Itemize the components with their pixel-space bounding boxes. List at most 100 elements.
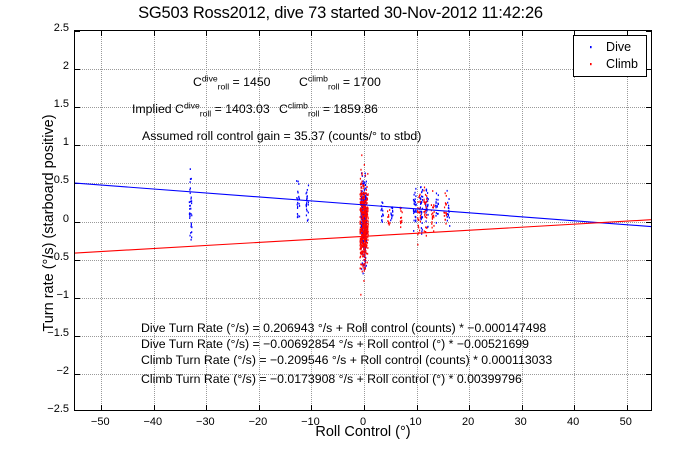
x-axis-tick (469, 405, 471, 410)
x-tick-label: 40 (567, 416, 580, 428)
y-axis-tick (646, 31, 651, 32)
x-tick-label: 0 (359, 416, 367, 428)
plot-axes[interactable]: Cdiveroll = 1450 Cclimbroll = 1700 Impli… (74, 30, 652, 411)
equation-climb-counts: Climb Turn Rate (°/s) = −0.209546 °/s + … (141, 353, 553, 367)
x-axis-tick (574, 31, 576, 36)
x-tick-label: −30 (196, 416, 215, 428)
x-axis-tick (574, 405, 576, 410)
x-axis-tick (258, 405, 260, 410)
y-tick-label: 1 (62, 136, 69, 149)
y-axis-tick (75, 145, 80, 147)
climb-marker-icon (578, 60, 604, 70)
x-axis-tick (153, 405, 155, 410)
implied-climb-value: = 1859.86 (319, 102, 378, 116)
x-tick-label: −40 (143, 416, 163, 428)
grid-line-vertical (626, 31, 628, 410)
y-tick-label: 0 (62, 212, 69, 225)
legend[interactable]: Dive Climb (573, 35, 647, 77)
x-tick-label: −20 (248, 416, 268, 428)
grid-line-horizontal (75, 145, 651, 147)
fit-line-dive (75, 182, 651, 228)
grid-line-horizontal (75, 69, 651, 71)
grid-line-vertical (101, 31, 103, 410)
y-axis-label: Turn rate (°/s) (starboard positive) (41, 114, 57, 332)
x-tick-label: 30 (514, 416, 527, 428)
dive-marker-icon (578, 43, 604, 53)
equation-climb-degrees: Climb Turn Rate (°/s) = −0.0173908 °/s +… (141, 372, 522, 386)
y-axis-tick (75, 221, 80, 223)
c-climb-symbol: C (299, 75, 308, 89)
x-axis-tick (101, 405, 103, 410)
c-climb-superscript: climb (307, 73, 328, 84)
y-tick-label: 2.5 (53, 22, 69, 34)
page-title: SG503 Ross2012, dive 73 started 30-Nov-2… (138, 4, 543, 22)
y-axis-tick (646, 373, 651, 375)
c-climb-value: = 1700 (339, 75, 381, 89)
y-tick-label: −1.5 (47, 326, 69, 339)
x-tick-label: 10 (409, 416, 422, 428)
grid-line-vertical (574, 31, 576, 410)
y-axis-tick (646, 183, 651, 185)
legend-label-dive: Dive (606, 40, 632, 54)
grid-line-horizontal (75, 335, 651, 337)
legend-item-climb[interactable]: Climb (578, 56, 638, 73)
grid-line-horizontal (75, 183, 651, 185)
annotation-implied-climb: Cclimbroll = 1859.86 (279, 101, 378, 119)
x-axis-tick (153, 31, 155, 36)
fit-line-climb (75, 219, 651, 254)
y-axis-tick (75, 335, 80, 337)
x-axis-tick (626, 31, 628, 36)
c-dive-symbol: C (193, 75, 202, 89)
x-tick-label: −50 (90, 416, 110, 428)
annotation-roll-gain: Assumed roll control gain = 35.37 (count… (142, 129, 422, 143)
x-axis-tick (416, 405, 418, 410)
implied-dive-value: = 1403.03 (211, 102, 270, 116)
y-axis-tick (646, 297, 651, 299)
x-axis-tick (206, 405, 208, 410)
grid-line-horizontal (75, 297, 651, 299)
x-axis-tick (311, 405, 313, 410)
y-axis-tick (75, 297, 80, 299)
x-axis-tick (626, 405, 628, 410)
x-tick-label: 20 (461, 416, 475, 428)
grid-line-horizontal (75, 107, 651, 109)
annotation-c-climb: Cclimbroll = 1700 (299, 73, 381, 92)
implied-dive-symbol: Implied C (132, 102, 184, 116)
y-axis-tick (75, 107, 80, 109)
x-axis-tick (521, 405, 523, 410)
y-axis-tick (75, 31, 80, 32)
y-tick-label: −2.5 (47, 403, 69, 415)
y-axis-tick (646, 145, 651, 147)
y-tick-label: 1.5 (53, 98, 69, 111)
y-axis-tick (646, 221, 651, 223)
y-axis-tick (75, 373, 80, 375)
grid-line-horizontal (75, 221, 651, 223)
c-dive-value: = 1450 (229, 75, 271, 89)
y-tick-label: −1 (56, 288, 69, 301)
grid-line-horizontal (75, 373, 651, 375)
x-axis-tick (258, 31, 260, 36)
y-tick-label: −0.5 (47, 250, 69, 263)
implied-climb-subscript: roll (307, 108, 320, 119)
x-axis-tick (311, 31, 313, 36)
series-climb (359, 154, 448, 296)
implied-dive-subscript: roll (199, 108, 212, 119)
x-axis-tick (521, 31, 523, 36)
y-tick-label: −2 (56, 364, 69, 377)
x-axis-tick (364, 31, 365, 36)
c-climb-subscript: roll (327, 81, 340, 92)
y-tick-label: 0.5 (53, 174, 69, 187)
y-axis-tick (646, 259, 651, 261)
y-axis-tick (646, 69, 651, 71)
equation-dive-counts: Dive Turn Rate (°/s) = 0.206943 °/s + Ro… (141, 321, 547, 335)
x-axis-tick (416, 31, 418, 36)
y-tick-label: 2 (62, 60, 69, 73)
grid-line-horizontal (75, 259, 651, 261)
equation-dive-degrees: Dive Turn Rate (°/s) = −0.00692854 °/s +… (141, 337, 529, 351)
legend-item-dive[interactable]: Dive (578, 39, 638, 56)
x-axis-tick (364, 405, 365, 410)
x-axis-tick (206, 31, 208, 36)
x-axis-tick (101, 31, 103, 36)
x-axis-label: Roll Control (°) (315, 424, 411, 440)
